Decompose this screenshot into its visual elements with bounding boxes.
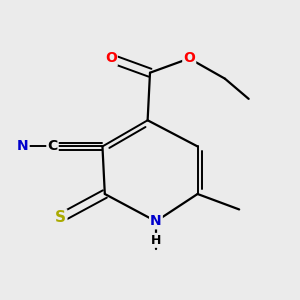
Text: N: N bbox=[150, 214, 162, 228]
Text: N: N bbox=[17, 140, 28, 153]
Text: C: C bbox=[47, 140, 58, 153]
Text: O: O bbox=[183, 52, 195, 65]
Text: O: O bbox=[105, 52, 117, 65]
Text: S: S bbox=[55, 210, 66, 225]
Text: H: H bbox=[151, 234, 161, 247]
